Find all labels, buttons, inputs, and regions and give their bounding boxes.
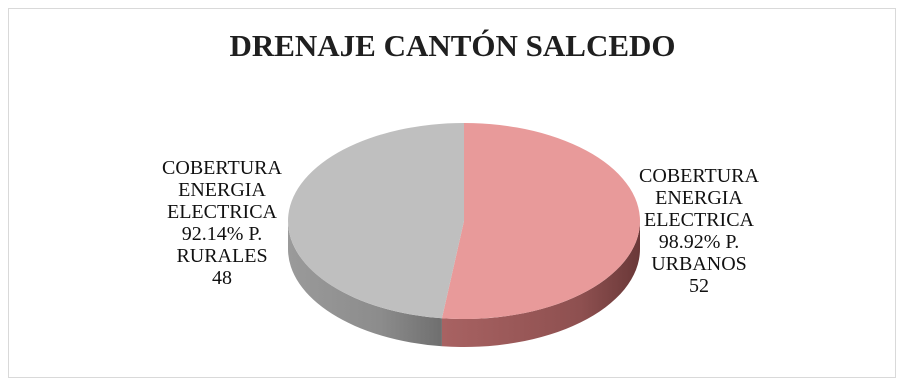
pie-side-urban — [441, 221, 640, 347]
slice-value-label: 48 — [212, 267, 232, 289]
slice-label-urban: COBERTURA ENERGIA ELECTRICA 98.92% P. UR… — [614, 165, 784, 297]
pie-side-rural — [288, 221, 442, 347]
slice-label-rural: COBERTURA ENERGIA ELECTRICA 92.14% P. RU… — [137, 157, 307, 289]
slice-label-line: ENERGIA — [178, 179, 266, 201]
slice-label-line: COBERTURA — [639, 165, 759, 187]
slice-label-line: 92.14% P. — [181, 223, 263, 245]
pie-slice-rural — [287, 123, 464, 319]
slice-label-line: RURALES — [176, 245, 268, 267]
chart-title: DRENAJE CANTÓN SALCEDO — [229, 28, 676, 63]
slice-label-line: ENERGIA — [655, 187, 743, 209]
slice-label-line: URBANOS — [651, 253, 747, 275]
slice-label-line: 98.92% P. — [658, 231, 740, 253]
slice-label-line: ELECTRICA — [167, 201, 277, 223]
slice-label-line: ELECTRICA — [644, 209, 754, 231]
slice-label-line: COBERTURA — [162, 157, 282, 179]
slice-value-label: 52 — [689, 275, 709, 297]
pie-slice-urban — [441, 123, 641, 319]
